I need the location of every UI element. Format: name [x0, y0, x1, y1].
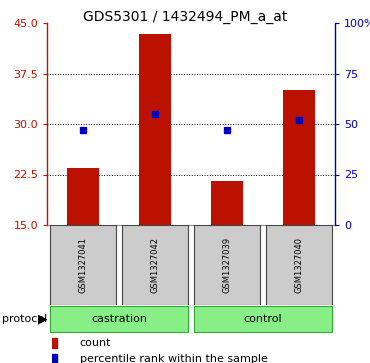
Text: GSM1327039: GSM1327039 — [222, 237, 232, 293]
Bar — [52, 338, 57, 348]
Bar — [50, 225, 116, 305]
Text: count: count — [80, 339, 111, 348]
Bar — [194, 306, 332, 331]
Bar — [139, 34, 171, 225]
Bar — [50, 306, 188, 331]
Text: percentile rank within the sample: percentile rank within the sample — [80, 354, 268, 363]
Bar — [122, 225, 188, 305]
Bar — [211, 181, 243, 225]
Text: control: control — [244, 314, 282, 324]
Text: protocol: protocol — [2, 314, 47, 324]
Bar — [52, 354, 57, 363]
Text: GDS5301 / 1432494_PM_a_at: GDS5301 / 1432494_PM_a_at — [83, 10, 287, 24]
Bar — [194, 225, 260, 305]
Bar — [283, 90, 315, 225]
Text: GSM1327041: GSM1327041 — [78, 237, 87, 293]
Bar — [67, 168, 99, 225]
Bar — [266, 225, 332, 305]
Text: ▶: ▶ — [38, 313, 47, 326]
Text: GSM1327042: GSM1327042 — [151, 237, 159, 293]
Text: castration: castration — [91, 314, 147, 324]
Text: GSM1327040: GSM1327040 — [295, 237, 303, 293]
